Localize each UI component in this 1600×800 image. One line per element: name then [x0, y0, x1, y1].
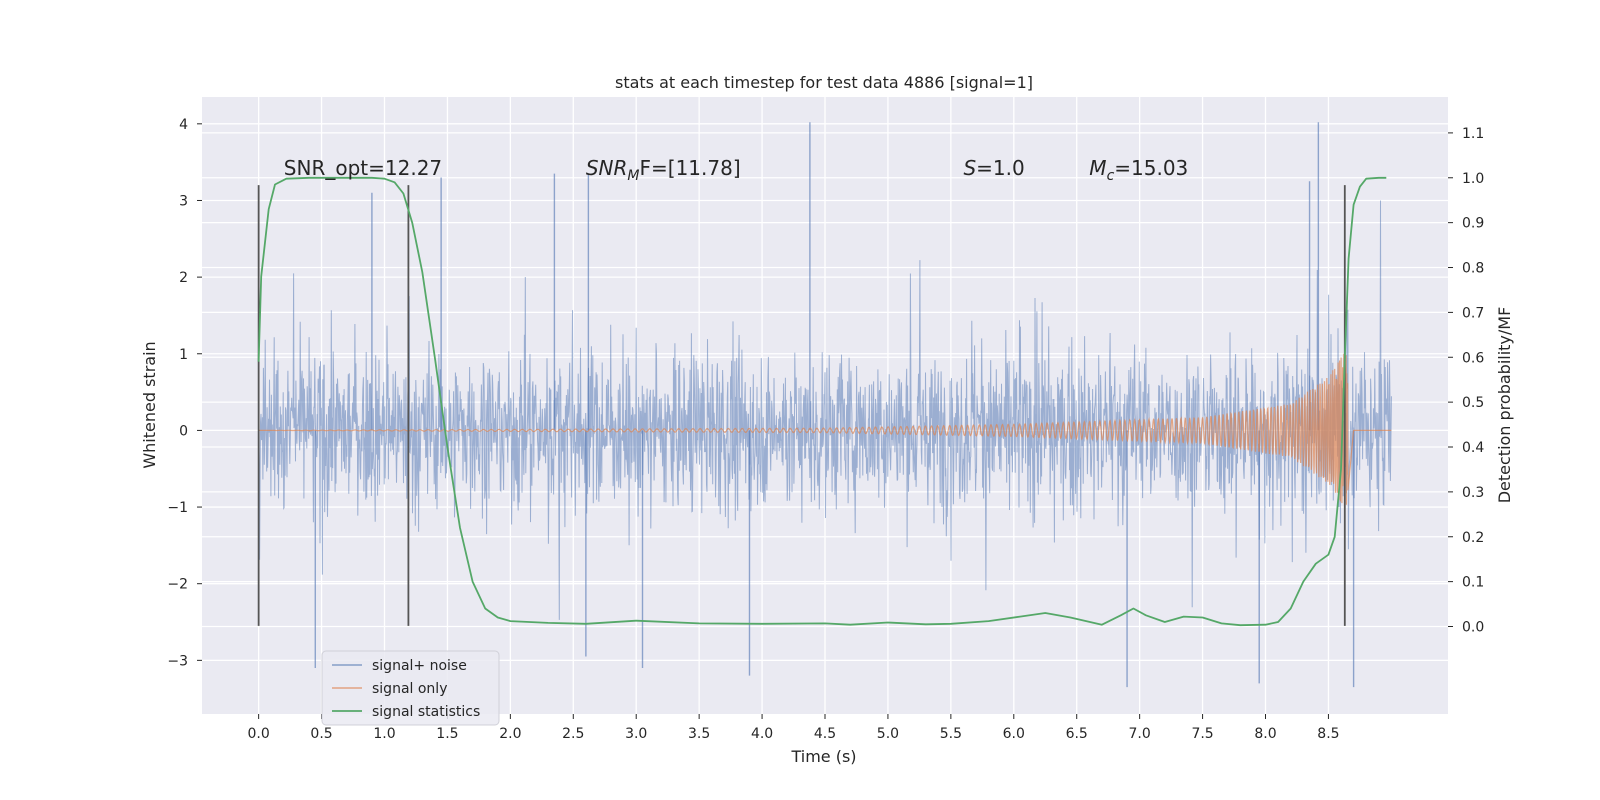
annotation-1: SNRMF=[11.78] [586, 156, 741, 184]
x-tick-label: 5.0 [877, 726, 899, 742]
x-tick-label: 3.5 [688, 726, 710, 742]
y-right-tick-label: 0.3 [1462, 485, 1484, 501]
series-signal-noise [258, 122, 1392, 688]
y-left-tick-label: 2 [179, 270, 188, 286]
x-tick-label: 7.0 [1129, 726, 1151, 742]
x-axis-title: Time (s) [790, 747, 856, 766]
y-right-tick-label: 0.1 [1462, 575, 1484, 591]
x-tick-label: 2.0 [499, 726, 521, 742]
y-right-tick-label: 0.9 [1462, 216, 1484, 232]
y-left-tick-label: 4 [179, 117, 188, 133]
statistics-line [257, 176, 1387, 627]
y-right-tick-label: 0.7 [1462, 305, 1484, 321]
y-left-tick-label: 1 [179, 347, 188, 363]
signal-trace [258, 353, 1392, 505]
legend-box [321, 650, 500, 726]
y-left-tick-label: 0 [179, 423, 188, 439]
y-axis-right: 0.0 0.1 0.2 0.3 0.4 0.5 0.6 0.7 0.8 0.9 1.0 1.1 [1448, 126, 1484, 635]
annotation-2: S=1.0 [963, 156, 1024, 180]
y-right-tick-label: 1.0 [1462, 171, 1484, 187]
legend: signal+ noise signal only signal statistic… [321, 650, 500, 726]
y-left-tick-label: −3 [167, 653, 188, 669]
y-right-tick-label: 0.0 [1462, 619, 1484, 635]
y-axis-left-title: Whitened strain [140, 341, 159, 468]
x-tick-label: 4.0 [751, 726, 773, 742]
legend-label: signal only [372, 681, 447, 697]
y-right-tick-label: 0.5 [1462, 395, 1484, 411]
x-tick-label: 2.5 [562, 726, 584, 742]
y-axis-left: −3 −2 −1 0 1 2 3 4 [167, 117, 202, 669]
y-right-tick-label: 0.8 [1462, 261, 1484, 277]
y-left-tick-label: −2 [167, 577, 188, 593]
x-tick-label: 8.0 [1254, 726, 1276, 742]
x-tick-label: 6.0 [1003, 726, 1025, 742]
x-tick-label: 4.5 [814, 726, 836, 742]
y-right-tick-label: 0.6 [1462, 350, 1484, 366]
x-tick-label: 1.0 [373, 726, 395, 742]
x-tick-label: 8.5 [1317, 726, 1339, 742]
annotations: SNR_opt=12.27 SNRMF=[11.78] S=1.0 Mc=15.03 [284, 156, 1188, 184]
x-tick-label: 1.5 [436, 726, 458, 742]
y-left-tick-label: 3 [179, 193, 188, 209]
y-right-tick-label: 0.2 [1462, 530, 1484, 546]
legend-label: signal statistics [372, 704, 480, 720]
vertical-markers [257, 185, 1346, 626]
annotation-3: Mc=15.03 [1089, 156, 1188, 184]
y-left-tick-label: −1 [167, 500, 188, 516]
y-right-tick-label: 1.1 [1462, 126, 1484, 142]
x-tick-label: 7.5 [1191, 726, 1213, 742]
x-tick-label: 0.0 [248, 726, 270, 742]
y-axis-right-title: Detection probability/MF [1495, 307, 1514, 504]
x-axis: 0.0 0.5 1.0 1.5 2.0 2.5 3.0 3.5 4.0 4.5 5.0 5.5 6.0 6… [248, 714, 1340, 742]
annotation-0: SNR_opt=12.27 [284, 156, 442, 180]
y-right-tick-label: 0.4 [1462, 440, 1484, 456]
x-tick-label: 0.5 [310, 726, 332, 742]
x-tick-label: 5.5 [940, 726, 962, 742]
legend-label: signal+ noise [372, 658, 467, 674]
x-tick-label: 6.5 [1066, 726, 1088, 742]
series-signal-statistics [257, 176, 1387, 627]
series-signal-only [258, 353, 1392, 505]
x-tick-label: 3.0 [625, 726, 647, 742]
chart-title: stats at each timestep for test data 488… [615, 73, 1033, 92]
